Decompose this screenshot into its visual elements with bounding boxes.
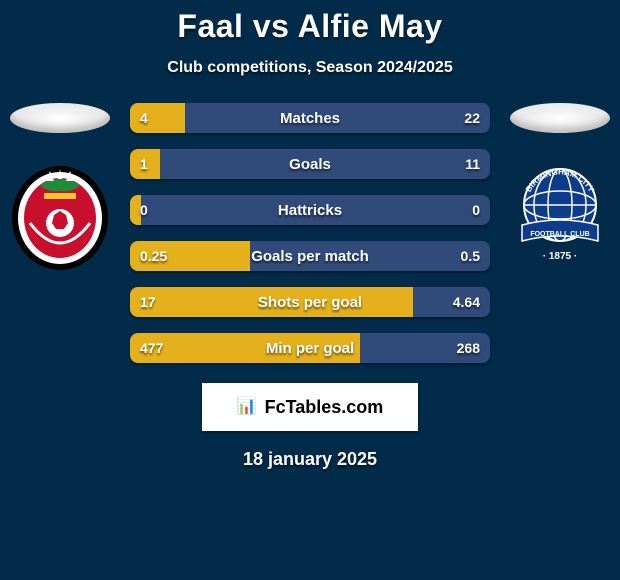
player-left-column <box>0 103 120 273</box>
player-right-avatar <box>510 103 610 133</box>
arena: FOOTBALL CLUB BIRMINGHAM CITY · 1875 · 4… <box>0 103 620 363</box>
player-left-avatar <box>10 103 110 133</box>
stat-label: Min per goal <box>130 333 490 363</box>
page-title: Faal vs Alfie May <box>0 8 620 45</box>
comparison-bars: 422Matches 111Goals 00Hattricks 0.250.5Goal… <box>130 103 490 363</box>
left-crest <box>10 163 110 273</box>
player-right-column: FOOTBALL CLUB BIRMINGHAM CITY · 1875 · <box>500 103 620 273</box>
stat-row: 477268Min per goal <box>130 333 490 363</box>
comparison-card: Faal vs Alfie May Club competitions, Sea… <box>0 0 620 580</box>
svg-text:· 1875 ·: · 1875 · <box>543 251 577 262</box>
date-label: 18 january 2025 <box>0 449 620 470</box>
watermark-text: FcTables.com <box>265 397 384 418</box>
stat-label: Goals <box>130 149 490 179</box>
stat-row: 111Goals <box>130 149 490 179</box>
stat-label: Hattricks <box>130 195 490 225</box>
svg-text:FOOTBALL CLUB: FOOTBALL CLUB <box>530 231 589 238</box>
stat-label: Matches <box>130 103 490 133</box>
subtitle: Club competitions, Season 2024/2025 <box>0 59 620 77</box>
right-crest-svg: FOOTBALL CLUB BIRMINGHAM CITY · 1875 · <box>510 158 610 278</box>
chart-icon: 📊 <box>237 399 257 415</box>
watermark: 📊 FcTables.com <box>202 383 418 431</box>
right-crest: FOOTBALL CLUB BIRMINGHAM CITY · 1875 · <box>510 163 610 273</box>
stat-row: 422Matches <box>130 103 490 133</box>
stat-row: 00Hattricks <box>130 195 490 225</box>
left-crest-svg <box>10 163 110 273</box>
stat-row: 174.64Shots per goal <box>130 287 490 317</box>
stat-label: Shots per goal <box>130 287 490 317</box>
stat-row: 0.250.5Goals per match <box>130 241 490 271</box>
stat-label: Goals per match <box>130 241 490 271</box>
